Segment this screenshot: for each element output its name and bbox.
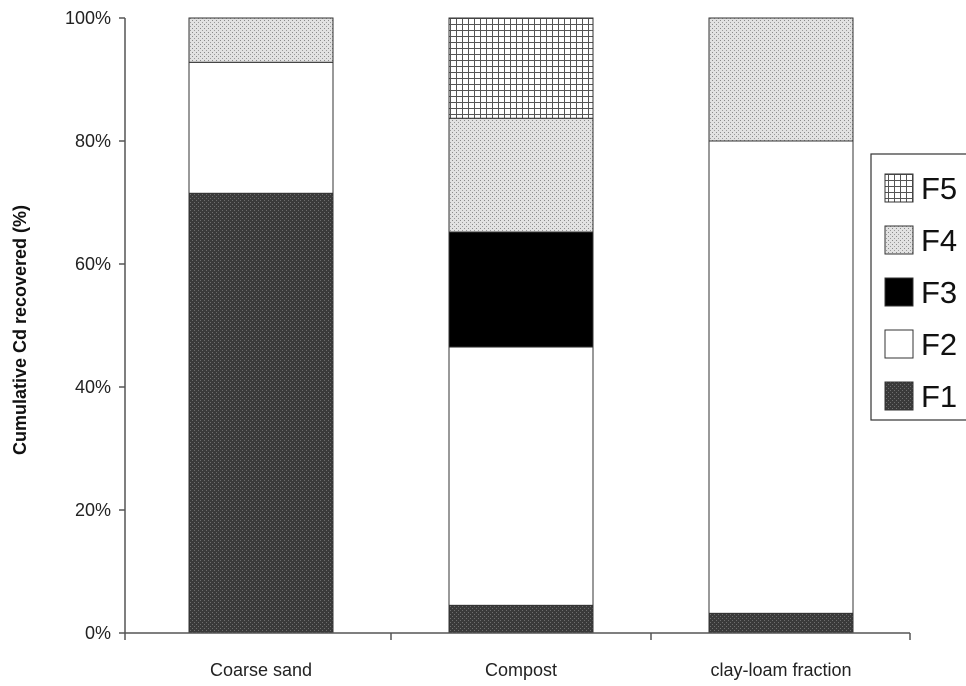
bar-segment-f1 — [188, 192, 334, 634]
y-tick-label: 100% — [65, 8, 111, 28]
bars-layer — [188, 17, 854, 634]
bar-segment-f1 — [708, 612, 854, 634]
y-axis-title: Cumulative Cd recovered (%) — [10, 205, 30, 455]
legend-label: F4 — [921, 223, 957, 258]
legend-label: F2 — [921, 327, 957, 362]
x-tick-label: clay-loam fraction — [710, 660, 851, 680]
axes — [124, 18, 910, 634]
legend-label: F1 — [921, 379, 957, 414]
bar-stack — [708, 17, 854, 634]
y-tick-label: 60% — [75, 254, 111, 274]
x-tick-label: Compost — [485, 660, 557, 680]
bar-segment-f3 — [448, 231, 594, 348]
y-tick-label: 0% — [85, 623, 111, 643]
bar-segment-f4 — [188, 17, 334, 63]
bar-segment-f2 — [188, 61, 334, 194]
y-tick-label: 40% — [75, 377, 111, 397]
y-tick-label: 80% — [75, 131, 111, 151]
bar-segment-f2 — [448, 346, 594, 606]
legend: F5 F4 F3 F2 F1 — [870, 153, 966, 421]
legend-swatch-f2 — [884, 329, 914, 359]
x-ticks: Coarse sand Compost clay-loam fraction — [124, 633, 911, 680]
bar-segment-f1 — [448, 604, 594, 634]
legend-label: F5 — [921, 171, 957, 206]
bar-segment-f5 — [448, 17, 594, 119]
legend-label: F3 — [921, 275, 957, 310]
legend-swatch-f1 — [884, 381, 914, 411]
legend-swatch-f4 — [884, 225, 914, 255]
legend-swatch-f3 — [884, 277, 914, 307]
y-ticks: 0% 20% 40% 60% 80% 100% — [65, 8, 125, 643]
bar-segment-f4 — [448, 117, 594, 233]
x-tick-label: Coarse sand — [210, 660, 312, 680]
bar-stack — [188, 17, 334, 634]
bar-segment-f2 — [708, 140, 854, 614]
y-tick-label: 20% — [75, 500, 111, 520]
bar-segment-f4 — [708, 17, 854, 142]
bar-stack — [448, 17, 594, 634]
legend-swatch-f5 — [884, 173, 914, 203]
